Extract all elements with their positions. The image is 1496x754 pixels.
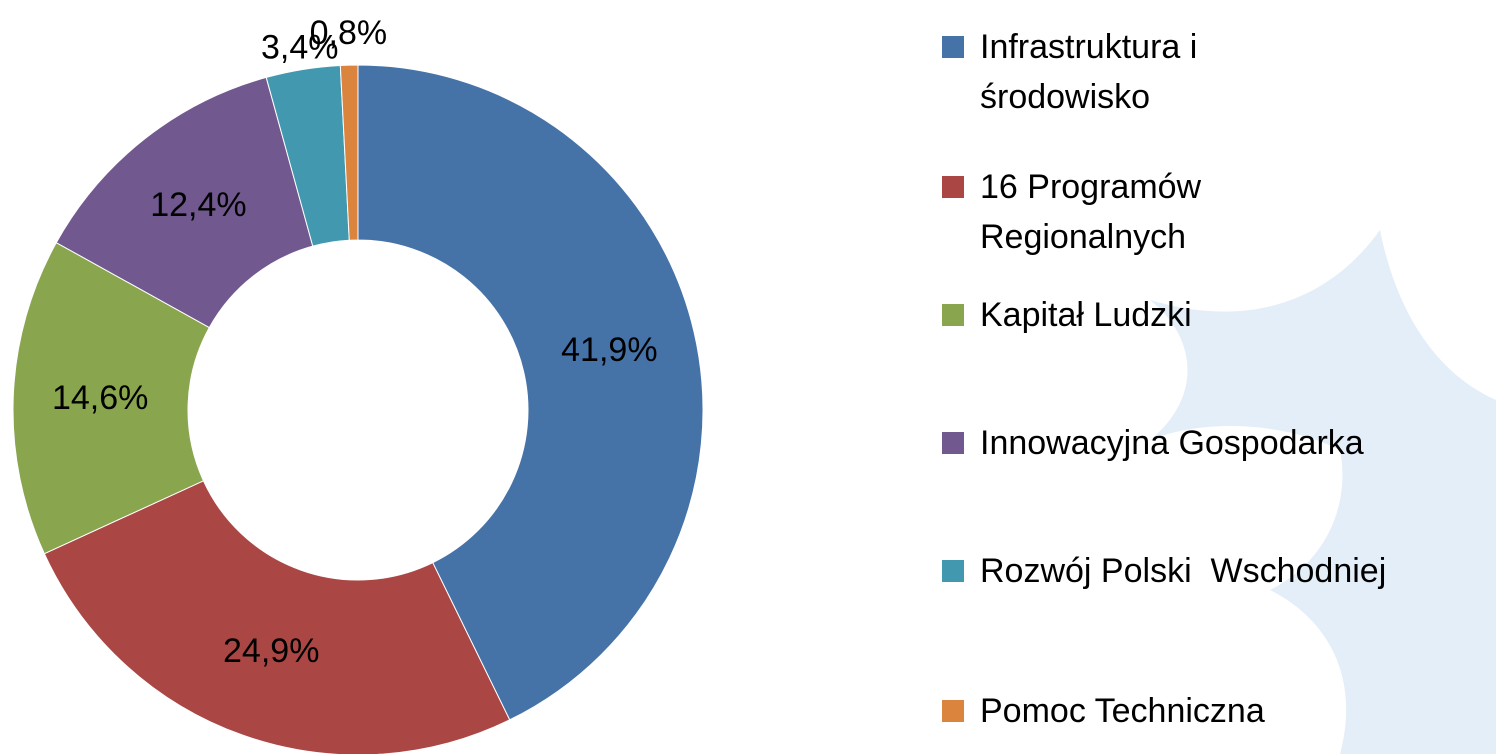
donut-slice xyxy=(43,480,511,754)
data-label: 41,9% xyxy=(561,331,657,369)
legend-swatch xyxy=(942,176,964,198)
data-label: 0,8% xyxy=(310,14,388,52)
donut-slice xyxy=(339,64,359,241)
legend-swatch xyxy=(942,700,964,722)
donut-slice xyxy=(12,241,211,555)
legend-label: 16 Programów Regionalnych xyxy=(980,168,1211,256)
legend-item: Pomoc Techniczna xyxy=(942,686,1290,736)
legend-label: Innowacyjna Gospodarka xyxy=(980,424,1364,462)
background-decoration xyxy=(1150,230,1496,754)
legend-label: Pomoc Techniczna xyxy=(980,692,1265,730)
legend-item: Kapitał Ludzki xyxy=(942,290,1290,340)
legend-label: Rozwój Polski Wschodniej xyxy=(980,552,1387,590)
legend-swatch xyxy=(942,304,964,326)
data-label: 14,6% xyxy=(52,379,148,417)
data-label: 12,4% xyxy=(150,186,246,224)
legend-item: Innowacyjna Gospodarka xyxy=(942,418,1364,468)
donut: 41,9% 24,9% 14,6% 12,4% 3,4%0,8% xyxy=(12,14,704,754)
donut-slice xyxy=(55,76,314,329)
legend-label: Kapitał Ludzki xyxy=(980,296,1192,334)
data-label: 24,9% xyxy=(223,632,319,670)
legend-item: Rozwój Polski Wschodniej xyxy=(942,546,1387,596)
legend-swatch xyxy=(942,432,964,454)
donut-slice xyxy=(357,64,704,721)
legend-swatch xyxy=(942,36,964,58)
data-label: 3,4% xyxy=(261,29,339,67)
legend-label: Infrastruktura i środowisko xyxy=(980,28,1207,116)
legend-item: 16 Programów Regionalnych xyxy=(942,162,1290,262)
legend-swatch xyxy=(942,560,964,582)
legend-item: Infrastruktura i środowisko xyxy=(942,22,1290,122)
